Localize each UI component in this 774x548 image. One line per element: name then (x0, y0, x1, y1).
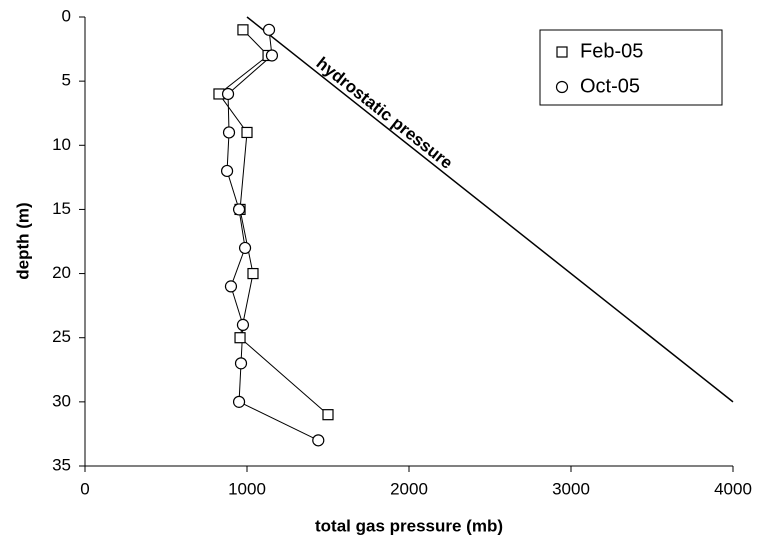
x-tick-label: 1000 (228, 479, 266, 498)
y-tick-label: 15 (52, 199, 71, 218)
marker-square (234, 332, 246, 344)
y-axis-label: depth (m) (13, 202, 32, 279)
hydrostatic-line (246, 16, 734, 403)
marker-circle (220, 164, 234, 178)
y-tick-label: 25 (52, 327, 71, 346)
y-tick-label: 30 (52, 391, 71, 410)
legend-label: Feb-05 (580, 40, 643, 62)
marker-circle (555, 80, 569, 94)
marker-square (556, 46, 568, 58)
legend: Feb-05 Oct-05 (539, 29, 723, 106)
reference-label: hydrostatic pressure (313, 53, 457, 172)
marker-circle (232, 203, 246, 216)
series-line (226, 29, 319, 441)
y-tick-label: 10 (52, 135, 71, 154)
y-tick-label: 35 (52, 455, 71, 474)
marker-circle (265, 49, 279, 62)
x-tick-label: 2000 (390, 479, 428, 498)
marker-circle (222, 126, 236, 139)
x-tick-label: 0 (80, 479, 89, 498)
marker-circle (236, 318, 250, 331)
y-tick-label: 5 (62, 71, 71, 90)
x-tick-label: 4000 (714, 479, 752, 498)
marker-circle (312, 434, 325, 447)
legend-box (539, 29, 723, 106)
marker-circle (232, 395, 246, 408)
marker-circle (234, 357, 248, 370)
x-tick-label: 3000 (552, 479, 590, 498)
y-tick-label: 0 (62, 6, 71, 25)
marker-circle (224, 280, 238, 293)
marker-circle (221, 87, 235, 101)
y-tick-label: 20 (52, 263, 71, 282)
marker-circle (238, 241, 252, 255)
legend-label: Oct-05 (580, 75, 640, 97)
marker-circle (262, 23, 276, 36)
x-axis-label: total gas pressure (mb) (315, 516, 503, 535)
marker-square (237, 24, 249, 36)
marker-square (241, 126, 253, 139)
marker-square (322, 409, 334, 421)
marker-square (247, 267, 259, 280)
